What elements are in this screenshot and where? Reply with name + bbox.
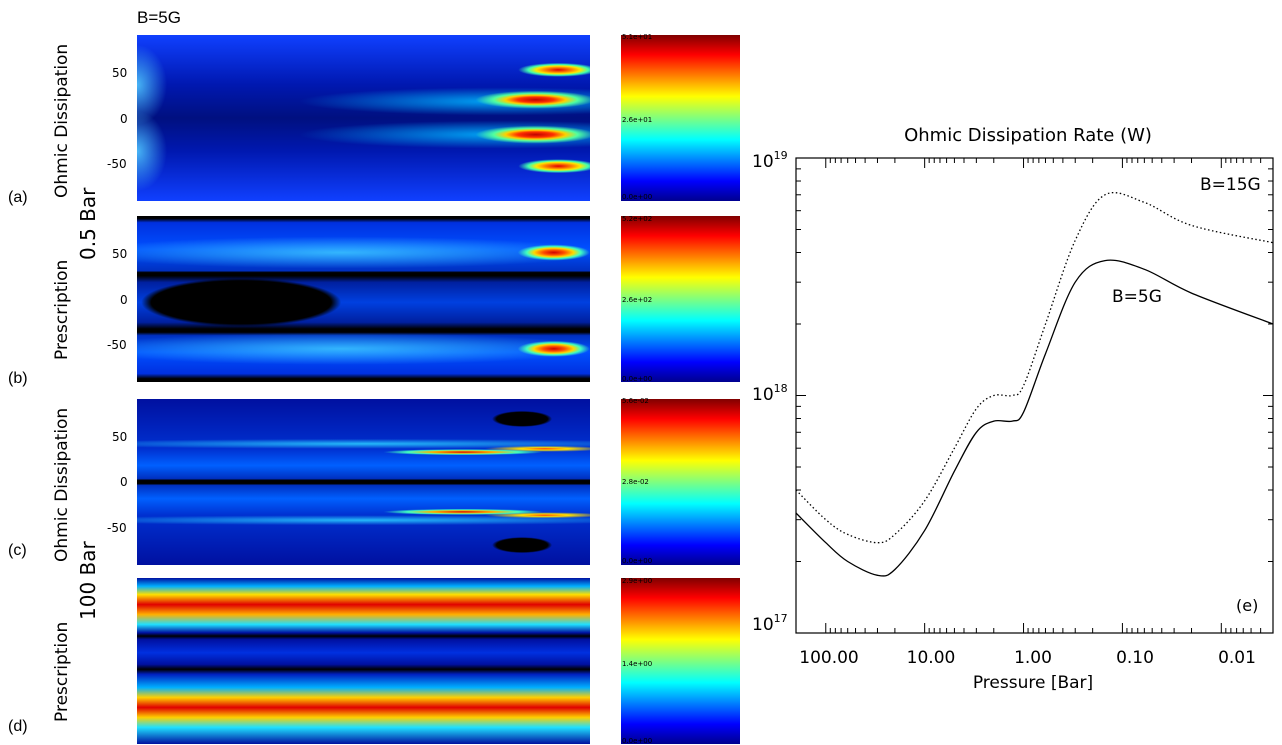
ylabel-prescription-bottom: Prescription xyxy=(52,621,72,722)
cbar-a-max: 5.1e+01 xyxy=(622,33,653,41)
panel-b-label: (b) xyxy=(8,370,28,387)
x-ticks xyxy=(795,158,1274,633)
xtick-label: 0.10 xyxy=(1116,648,1154,668)
lat-tick: 50 xyxy=(112,247,128,261)
ytick-label-1e18: 1018 xyxy=(752,382,788,405)
colorbar-c xyxy=(621,399,740,565)
annotation-b5g: B=5G xyxy=(1112,287,1162,307)
panel-c-label: (c) xyxy=(8,542,27,559)
lat-tick: 0 xyxy=(120,475,128,489)
heatmap-b xyxy=(137,216,590,382)
xtick-label: 1.00 xyxy=(1014,648,1052,668)
lat-tick: -50 xyxy=(107,157,127,171)
lat-tick: -50 xyxy=(107,338,127,352)
ytick-label-1e17: 1017 xyxy=(752,612,788,635)
cbar-d-max: 2.9e+00 xyxy=(622,577,653,585)
ylabel-pressure-100: 100 Bar xyxy=(76,541,100,620)
cbar-a-min: 0.0e+00 xyxy=(622,193,653,201)
heatmap-a xyxy=(137,35,590,201)
colorbar-b xyxy=(621,216,740,382)
colorbar-a xyxy=(621,35,740,201)
heatmap-c xyxy=(137,399,590,565)
cbar-b-max: 5.2e+02 xyxy=(622,215,653,223)
panel-d-label: (d) xyxy=(8,718,28,735)
xtick-label: 100.00 xyxy=(799,648,858,668)
ylabel-prescription-top: Prescription xyxy=(52,259,72,360)
cbar-a-mid: 2.6e+01 xyxy=(622,116,653,124)
xtick-label: 0.01 xyxy=(1218,648,1256,668)
panel-e-label: (e) xyxy=(1236,596,1258,615)
y-ticks xyxy=(796,157,1273,634)
ylabel-pressure-05: 0.5 Bar xyxy=(76,187,100,260)
lat-tick: -50 xyxy=(107,521,127,535)
ytick-label-1e19: 1019 xyxy=(752,149,788,172)
lat-tick: 0 xyxy=(120,293,128,307)
line-chart: Ohmic Dissipation Rate (W) B=15G B=5G (e… xyxy=(752,125,1274,693)
lat-tick: 50 xyxy=(112,66,128,80)
ylabel-ohmic-top: Ohmic Dissipation xyxy=(52,43,72,198)
series-b15g-line xyxy=(795,191,1274,544)
left-title: B=5G xyxy=(137,8,181,27)
x-axis-label: Pressure [Bar] xyxy=(973,673,1093,693)
heatmap-d xyxy=(137,578,590,744)
cbar-c-min: 0.0e+00 xyxy=(622,557,653,565)
series-b5g-line xyxy=(795,259,1274,577)
panel-a-label: (a) xyxy=(8,189,28,206)
cbar-d-mid: 1.4e+00 xyxy=(622,660,653,668)
chart-title: Ohmic Dissipation Rate (W) xyxy=(904,125,1152,146)
cbar-c-max: 5.6e-02 xyxy=(622,397,649,405)
cbar-d-min: 0.0e+00 xyxy=(622,737,653,745)
xtick-label: 10.00 xyxy=(907,648,956,668)
annotation-b15g: B=15G xyxy=(1200,175,1261,195)
colorbar-d xyxy=(621,578,740,744)
plot-frame xyxy=(795,157,1274,634)
cbar-b-min: 0.0e+00 xyxy=(622,375,653,383)
lat-tick: 50 xyxy=(112,430,128,444)
lat-tick: 0 xyxy=(120,112,128,126)
ylabel-ohmic-bottom: Ohmic Dissipation xyxy=(52,407,72,562)
cbar-b-mid: 2.6e+02 xyxy=(622,296,653,304)
cbar-c-mid: 2.8e-02 xyxy=(622,478,649,486)
